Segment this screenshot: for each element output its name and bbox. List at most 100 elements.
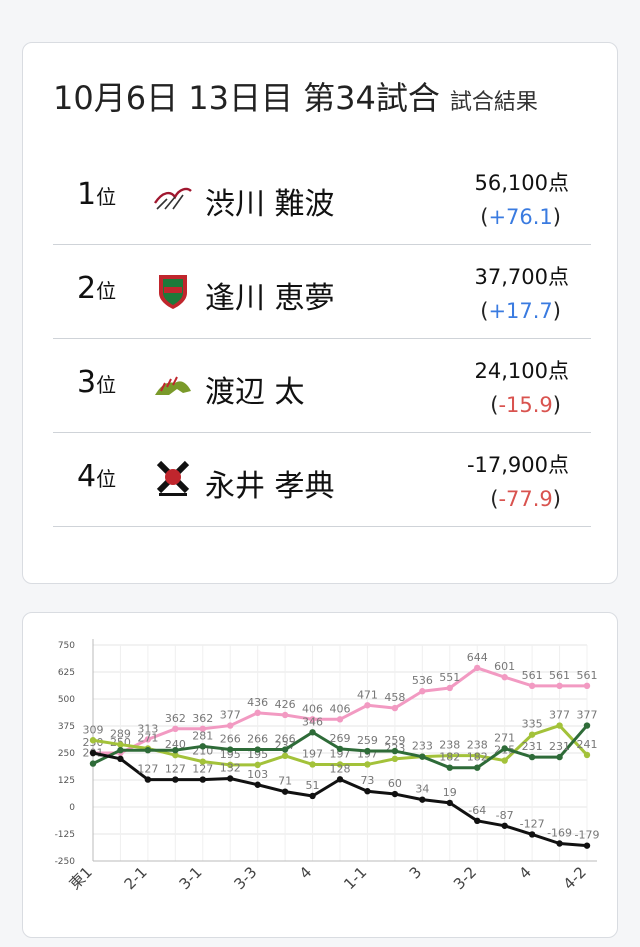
player-name: 渡辺 太 bbox=[205, 375, 305, 410]
data-point bbox=[419, 688, 426, 695]
data-label: 644 bbox=[467, 651, 488, 664]
data-point bbox=[172, 746, 179, 754]
rank-label: 3位 bbox=[77, 365, 117, 400]
data-point bbox=[364, 702, 371, 709]
data-point bbox=[556, 840, 563, 847]
result-row-4: 4位 永井 孝典 -17,900点 (-77.9) bbox=[53, 433, 591, 527]
match-result-card: 10月6日 13日目 第34試合 試合結果 1位 渋川 難波 56,100点 (+… bbox=[22, 42, 618, 584]
data-point bbox=[336, 776, 344, 783]
x-tick-label: 3-2 bbox=[450, 863, 480, 893]
data-point bbox=[501, 822, 508, 829]
data-label: 561 bbox=[549, 669, 570, 682]
data-point bbox=[501, 673, 508, 681]
x-tick-label: 4-2 bbox=[560, 863, 590, 893]
data-label: 231 bbox=[522, 740, 543, 753]
data-label: 127 bbox=[165, 763, 186, 776]
player-score: -17,900点 bbox=[466, 453, 569, 477]
player-score: 37,700点 bbox=[474, 265, 569, 289]
y-tick-label: 0 bbox=[69, 803, 75, 813]
data-label: 335 bbox=[522, 718, 543, 731]
data-label: 127 bbox=[137, 763, 158, 776]
data-label: 362 bbox=[165, 712, 186, 725]
match-title: 10月6日 13日目 第34試合 試合結果 bbox=[53, 73, 538, 119]
data-point bbox=[364, 788, 371, 795]
data-point bbox=[446, 799, 453, 807]
data-point bbox=[556, 753, 563, 761]
x-tick-label: 4 bbox=[296, 863, 315, 882]
data-point bbox=[309, 761, 316, 768]
data-point bbox=[172, 751, 179, 759]
player-score: 56,100点 bbox=[474, 171, 569, 195]
data-label: 362 bbox=[192, 712, 213, 725]
data-label: 73 bbox=[360, 774, 374, 787]
data-label: -127 bbox=[520, 817, 545, 830]
data-point bbox=[254, 746, 261, 753]
player-name: 逢川 恵夢 bbox=[205, 281, 335, 316]
data-point bbox=[172, 776, 179, 783]
data-point bbox=[501, 757, 508, 764]
data-label: 406 bbox=[330, 702, 351, 715]
x-tick-label: 3-1 bbox=[176, 863, 206, 893]
red-green-shield-logo-icon bbox=[159, 275, 187, 309]
data-label: 426 bbox=[275, 698, 296, 711]
data-label: 60 bbox=[388, 777, 402, 790]
data-point bbox=[336, 745, 344, 753]
data-label: -179 bbox=[575, 829, 600, 842]
fu-rinkazan-logo-icon bbox=[156, 460, 190, 496]
data-point bbox=[391, 704, 399, 712]
data-point bbox=[281, 711, 289, 719]
data-point bbox=[309, 716, 316, 723]
data-point bbox=[144, 746, 152, 754]
data-point bbox=[391, 755, 399, 763]
data-label: 551 bbox=[439, 671, 460, 684]
data-label: 19 bbox=[443, 786, 457, 799]
data-label: 561 bbox=[577, 669, 598, 682]
data-label: 233 bbox=[412, 740, 433, 753]
result-row-3: 3位 渡辺 太 24,100点 (-15.9) bbox=[53, 339, 591, 433]
data-point bbox=[254, 709, 261, 717]
data-label: 195 bbox=[220, 748, 241, 761]
data-point bbox=[281, 788, 289, 795]
data-label: 34 bbox=[415, 783, 429, 796]
data-point bbox=[474, 817, 481, 825]
data-label: 103 bbox=[247, 768, 268, 781]
data-label: 238 bbox=[467, 739, 488, 752]
result-row-1: 1位 渋川 難波 56,100点 (+76.1) bbox=[53, 151, 591, 245]
x-tick-label: 2-1 bbox=[121, 863, 151, 893]
rank-label: 2位 bbox=[77, 271, 117, 306]
x-tick-label: 3 bbox=[406, 863, 425, 882]
y-tick-label: -250 bbox=[55, 857, 76, 867]
data-point bbox=[199, 743, 206, 750]
data-point bbox=[144, 776, 152, 783]
data-label: 377 bbox=[220, 709, 241, 722]
data-point bbox=[391, 747, 399, 755]
data-label: 269 bbox=[330, 732, 351, 745]
data-point bbox=[309, 792, 316, 800]
player-score: 24,100点 bbox=[474, 359, 569, 383]
data-label: 271 bbox=[494, 731, 515, 744]
data-point bbox=[227, 722, 234, 729]
data-label: -169 bbox=[547, 827, 572, 840]
data-point bbox=[227, 761, 234, 769]
data-label: 601 bbox=[494, 660, 515, 673]
data-label: 458 bbox=[384, 691, 405, 704]
x-tick-label: 3-3 bbox=[230, 863, 260, 893]
data-label: 51 bbox=[306, 779, 320, 792]
data-label: 561 bbox=[522, 669, 543, 682]
data-point bbox=[474, 752, 481, 759]
data-point bbox=[446, 764, 453, 771]
score-chart-card: -250 -125 0 125 250 375 500 625 750 東1 2-1 3-1 3-3 4 1… bbox=[22, 612, 618, 938]
data-label: 313 bbox=[137, 722, 158, 735]
data-point bbox=[528, 731, 536, 738]
data-point bbox=[528, 831, 536, 838]
data-point bbox=[446, 684, 453, 692]
data-point bbox=[309, 729, 316, 736]
data-point bbox=[583, 682, 591, 690]
data-point bbox=[117, 746, 124, 754]
data-label: 266 bbox=[220, 733, 241, 746]
data-label: 536 bbox=[412, 674, 433, 687]
green-dragon-logo-icon bbox=[155, 376, 191, 395]
data-label: 271 bbox=[137, 731, 158, 744]
data-label: 238 bbox=[439, 739, 460, 752]
data-label: 259 bbox=[357, 734, 378, 747]
